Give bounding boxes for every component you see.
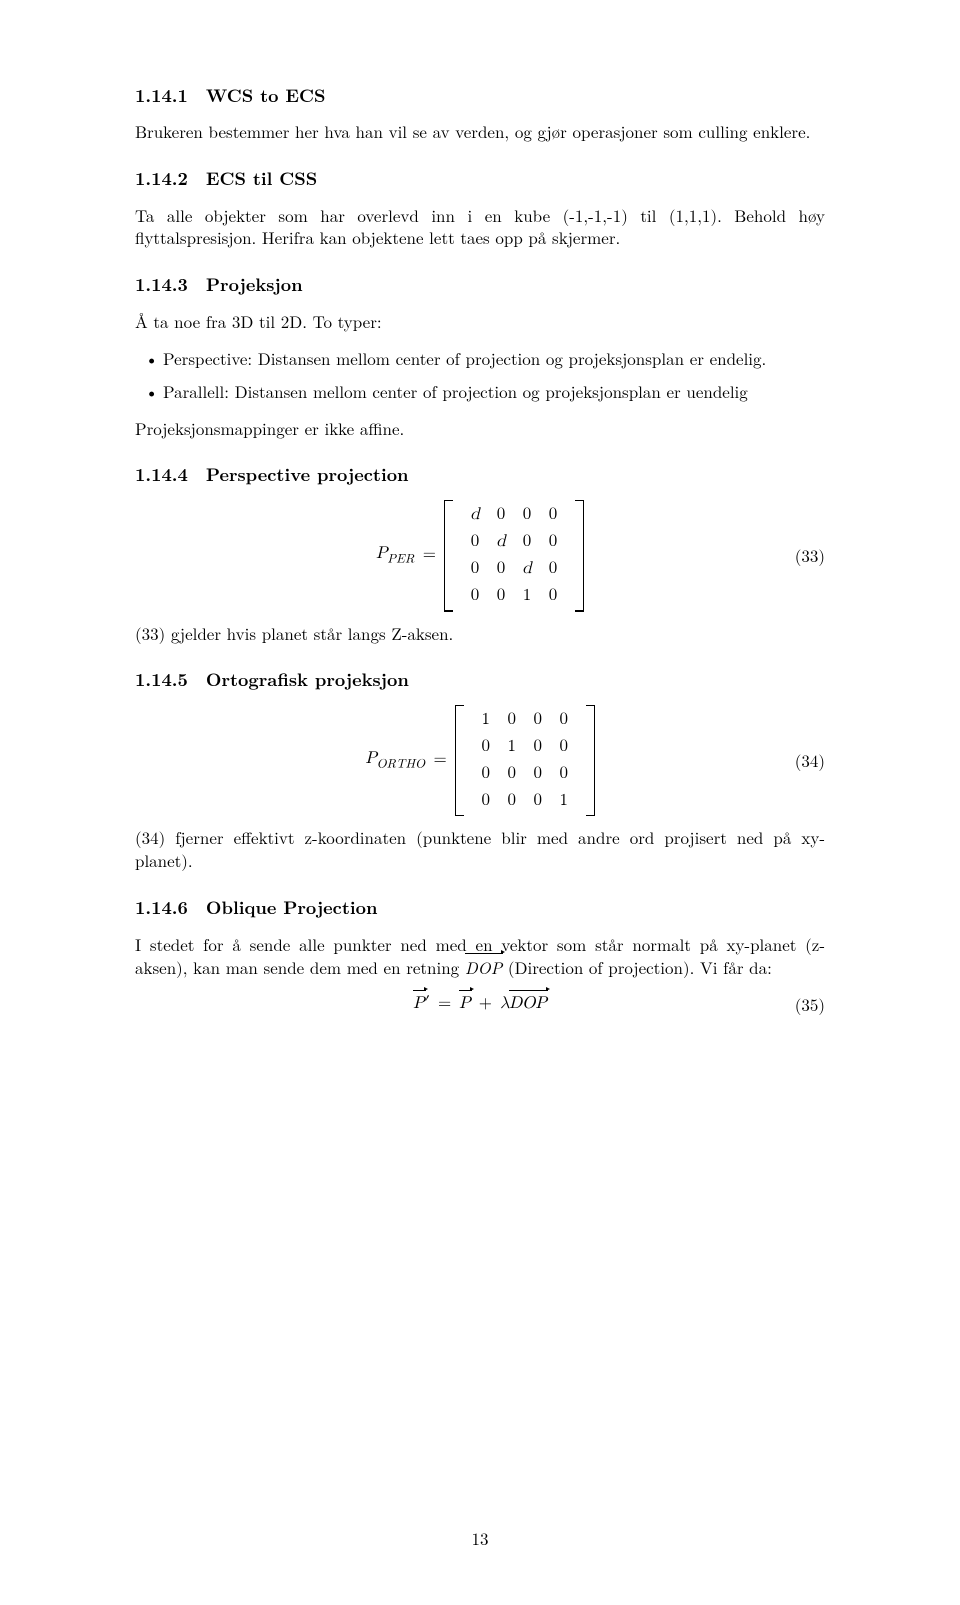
vector-label: DOP [465,955,502,979]
vector-label: P [413,995,425,1012]
matrix-cell: 0 [480,763,492,786]
matrix-cell: 0 [506,763,518,786]
paragraph: I stedet for å sende alle punkter ned me… [135,933,825,979]
section-heading: 1.14.1 WCS to ECS [135,84,825,108]
matrix-cell: 0 [532,790,544,813]
section-heading: 1.14.6 Oblique Projection [135,896,825,920]
matrix-cell: 0 [532,709,544,732]
paragraph: Projeksjonsmappinger er ikke affine. [135,417,825,440]
equation-perspective-matrix: PPER = d 0 0 0 0 d 0 0 [135,500,825,612]
section-heading: 1.14.4 Perspective projection [135,463,825,487]
matrix-cell: 0 [558,763,570,786]
section-number: 1.14.5 [135,668,199,692]
section-title: WCS to ECS [206,83,326,108]
section-number: 1.14.3 [135,273,199,297]
vector-label: DOP [509,995,547,1012]
text-run: (Direction of projection). Vi får da: [502,955,772,979]
equation-number: (33) [795,544,825,567]
matrix-cell: d [495,531,507,554]
vector-symbol: P [459,993,471,1016]
vector-label: P [459,995,471,1012]
equation-number: (35) [795,993,825,1016]
paragraph: (33) gjelder hvis planet står langs Z-ak… [135,622,825,645]
section-title: Perspective projection [206,462,409,487]
list-item: Parallell: Distansen mellom center of pr… [135,380,825,403]
matrix-cell: 1 [480,709,492,732]
bullet-list: Perspective: Distansen mellom center of … [135,347,825,403]
section-title: Oblique Projection [206,895,378,920]
matrix-cell: 1 [521,585,533,608]
paragraph: Ta alle objekter som har overlevd inn i … [135,204,825,250]
equation-ortho-matrix: PORTHO = 1 0 0 0 0 1 0 0 [135,705,825,817]
matrix-cell: 0 [469,531,481,554]
eq-symbol: P [376,545,388,562]
matrix-cell: 0 [506,709,518,732]
eq-equals: = [438,993,451,1016]
section-heading: 1.14.2 ECS til CSS [135,167,825,191]
matrix: 1 0 0 0 0 1 0 0 0 0 0 0 [455,705,595,817]
equation-oblique: P′ = P + λDOP (35) [135,993,825,1016]
vector-symbol: DOP [465,956,502,979]
section-title: Ortografisk projeksjon [206,667,409,692]
section-heading: 1.14.3 Projeksjon [135,273,825,297]
section-title: ECS til CSS [206,166,317,191]
matrix-cell: 1 [506,736,518,759]
matrix-cell: 0 [547,585,559,608]
section-number: 1.14.4 [135,463,199,487]
eq-subscript: PER [388,554,415,566]
equation-number: (34) [795,749,825,772]
matrix-cell: 0 [521,531,533,554]
vector-symbol: P [413,993,425,1016]
matrix-cell: 0 [521,504,533,527]
matrix-cell: 0 [532,736,544,759]
section-number: 1.14.1 [135,84,199,108]
paragraph: (34) fjerner effektivt z-koordinaten (pu… [135,826,825,872]
section-heading: 1.14.5 Ortografisk projeksjon [135,668,825,692]
matrix-cell: 0 [547,531,559,554]
matrix-cell: 0 [506,790,518,813]
eq-symbol: P [365,750,377,767]
matrix-cell: 0 [480,790,492,813]
paragraph: Å ta noe fra 3D til 2D. To typer: [135,310,825,333]
matrix-cell: d [521,558,533,581]
lambda-symbol: λ [500,995,509,1012]
matrix-cell: 0 [532,763,544,786]
eq-subscript: ORTHO [377,759,426,771]
section-title: Projeksjon [206,272,303,297]
matrix-cell: 0 [495,504,507,527]
matrix: d 0 0 0 0 d 0 0 0 0 d 0 [444,500,584,612]
matrix-cell: 0 [558,736,570,759]
page-number: 13 [0,1527,960,1550]
prime-symbol: ′ [425,995,430,1012]
matrix-cell: 0 [495,558,507,581]
matrix-cell: 0 [547,504,559,527]
matrix-cell: d [469,504,481,527]
matrix-cell: 0 [547,558,559,581]
section-number: 1.14.6 [135,896,199,920]
eq-equals: = [433,749,446,772]
plus-symbol: + [479,993,492,1016]
matrix-cell: 0 [495,585,507,608]
section-number: 1.14.2 [135,167,199,191]
vector-symbol: DOP [509,993,547,1016]
paragraph: Brukeren bestemmer her hva han vil se av… [135,120,825,143]
list-item: Perspective: Distansen mellom center of … [135,347,825,370]
matrix-cell: 0 [558,709,570,732]
matrix-cell: 0 [469,585,481,608]
matrix-cell: 0 [469,558,481,581]
matrix-cell: 0 [480,736,492,759]
eq-equals: = [423,544,436,567]
matrix-cell: 1 [558,790,570,813]
